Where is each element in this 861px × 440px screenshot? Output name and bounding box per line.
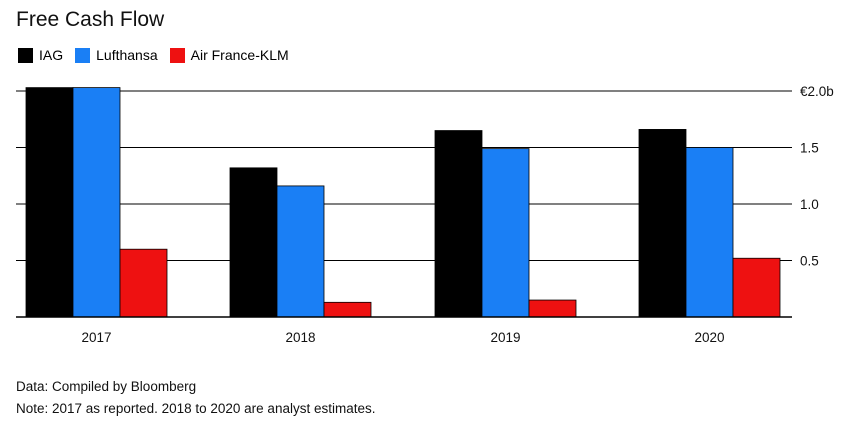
bar bbox=[25, 87, 74, 318]
legend-swatch-iag bbox=[18, 47, 33, 63]
legend-swatch-air-france-klm bbox=[169, 47, 185, 63]
x-tick-label: 2018 bbox=[285, 330, 315, 345]
bar bbox=[481, 148, 530, 318]
bar bbox=[323, 301, 372, 318]
bar-chart: 0.5 1.0 1.5 €2.0b 2017 2018 2019 2020 bbox=[16, 84, 834, 345]
legend-label-lufthansa: Lufthansa bbox=[96, 47, 158, 63]
bar bbox=[72, 87, 121, 318]
x-tick-label: 2017 bbox=[81, 330, 111, 345]
legend-item-iag: IAG bbox=[18, 47, 63, 63]
x-tick-label: 2019 bbox=[490, 330, 520, 345]
bar bbox=[229, 167, 278, 318]
legend-label-iag: IAG bbox=[39, 47, 64, 63]
bar bbox=[119, 248, 168, 318]
bar bbox=[638, 129, 687, 318]
x-tick-label: 2020 bbox=[694, 330, 724, 345]
legend-label-air-france-klm: Air France-KLM bbox=[190, 47, 289, 63]
bar bbox=[276, 185, 325, 318]
y-tick-label: 0.5 bbox=[800, 254, 819, 269]
bar bbox=[528, 299, 577, 318]
legend-swatch-lufthansa bbox=[75, 47, 91, 63]
y-tick-label: 1.0 bbox=[800, 197, 819, 212]
footnote: Note: 2017 as reported. 2018 to 2020 are… bbox=[16, 401, 376, 416]
bar bbox=[434, 130, 483, 318]
source-note: Data: Compiled by Bloomberg bbox=[16, 379, 197, 394]
legend-item-air-france-klm: Air France-KLM bbox=[169, 47, 289, 63]
chart-legend: IAG Lufthansa Air France-KLM bbox=[18, 47, 301, 63]
y-tick-label: €2.0b bbox=[800, 84, 834, 99]
bar bbox=[685, 147, 734, 318]
y-tick-label: 1.5 bbox=[800, 141, 819, 156]
chart-title: Free Cash Flow bbox=[16, 8, 165, 31]
legend-item-lufthansa: Lufthansa bbox=[75, 47, 158, 63]
bar bbox=[732, 257, 781, 318]
